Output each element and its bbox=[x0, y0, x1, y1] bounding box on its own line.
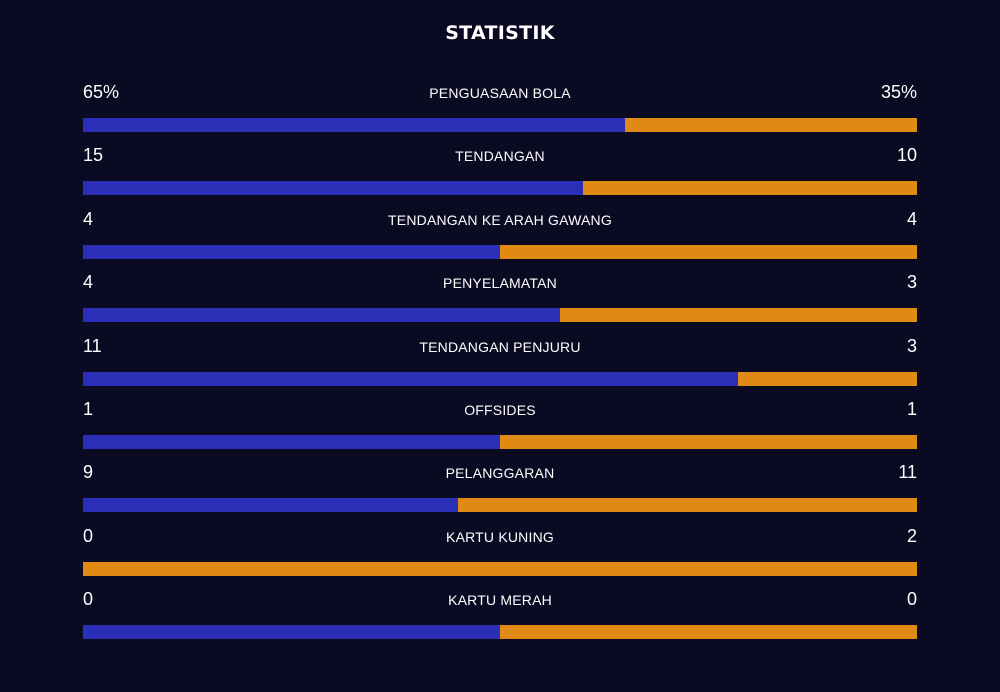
stat-label: TENDANGAN PENJURU bbox=[419, 338, 581, 355]
comparison-bar bbox=[83, 498, 917, 513]
away-bar-segment bbox=[458, 498, 917, 513]
stat-label: OFFSIDES bbox=[464, 401, 536, 418]
away-value: 35% bbox=[880, 82, 917, 102]
home-bar-segment bbox=[83, 181, 584, 196]
panel-title: STATISTIK bbox=[445, 22, 555, 44]
home-value: 4 bbox=[83, 272, 94, 293]
home-value: 0 bbox=[83, 589, 94, 610]
stat-row: 15 TENDANGAN 10 bbox=[83, 143, 917, 206]
away-bar-segment bbox=[500, 434, 917, 449]
stat-row: 0 KARTU KUNING 2 bbox=[83, 524, 917, 587]
stat-label: KARTU KUNING bbox=[446, 528, 554, 545]
stat-label: TENDANGAN bbox=[455, 148, 545, 165]
away-bar-segment bbox=[559, 308, 917, 323]
home-value: 4 bbox=[83, 208, 94, 229]
stat-labels: 11 TENDANGAN PENJURU 3 bbox=[83, 334, 917, 362]
stat-label: KARTU MERAH bbox=[448, 592, 552, 609]
comparison-bar bbox=[83, 371, 917, 386]
home-value: 9 bbox=[83, 462, 94, 483]
home-bar-segment bbox=[83, 371, 739, 386]
home-value: 15 bbox=[83, 145, 104, 166]
away-bar-segment bbox=[738, 371, 917, 386]
stat-labels: 65% PENGUASAAN BOLA 35% bbox=[83, 80, 917, 108]
stat-row: 0 KARTU MERAH 0 bbox=[83, 587, 917, 650]
stat-labels: 4 TENDANGAN KE ARAH GAWANG 4 bbox=[83, 207, 917, 235]
home-bar-segment bbox=[83, 434, 500, 449]
comparison-bar bbox=[83, 181, 917, 196]
home-bar-segment bbox=[83, 625, 500, 640]
away-value: 10 bbox=[896, 145, 917, 166]
stat-label: PENGUASAAN BOLA bbox=[429, 85, 571, 101]
stat-row: 65% PENGUASAAN BOLA 35% bbox=[83, 80, 917, 143]
home-bar-segment bbox=[83, 308, 560, 323]
home-value: 11 bbox=[83, 335, 102, 356]
stat-labels: 0 KARTU MERAH 0 bbox=[83, 587, 917, 615]
comparison-bar bbox=[83, 118, 917, 132]
stats-list: 65% PENGUASAAN BOLA 35% 15 TENDANGAN 10 4 TENDA… bbox=[83, 80, 917, 651]
stat-labels: 0 KARTU KUNING 2 bbox=[83, 524, 917, 552]
away-value: 2 bbox=[906, 525, 917, 546]
home-value: 65% bbox=[83, 82, 120, 102]
stat-row: 11 TENDANGAN PENJURU 3 bbox=[83, 334, 917, 397]
away-value: 11 bbox=[898, 462, 917, 483]
stat-labels: 4 PENYELAMATAN 3 bbox=[83, 270, 917, 298]
away-bar-segment bbox=[625, 118, 917, 132]
comparison-bar bbox=[83, 625, 917, 640]
away-value: 3 bbox=[906, 335, 917, 356]
stat-labels: 1 OFFSIDES 1 bbox=[83, 397, 917, 425]
away-value: 0 bbox=[906, 589, 917, 610]
away-value: 1 bbox=[906, 398, 917, 419]
stat-row: 4 PENYELAMATAN 3 bbox=[83, 270, 917, 333]
stat-labels: 9 PELANGGARAN 11 bbox=[83, 460, 917, 488]
home-bar-segment bbox=[83, 244, 500, 259]
comparison-bar bbox=[83, 561, 917, 576]
home-bar-segment bbox=[83, 118, 626, 132]
stat-label: PENYELAMATAN bbox=[443, 275, 557, 292]
stat-label: PELANGGARAN bbox=[445, 465, 555, 482]
home-bar-segment bbox=[83, 498, 459, 513]
away-bar-segment bbox=[583, 181, 917, 196]
comparison-bar bbox=[83, 244, 917, 259]
stat-row: 1 OFFSIDES 1 bbox=[83, 397, 917, 460]
stat-label: TENDANGAN KE ARAH GAWANG bbox=[388, 211, 612, 228]
home-value: 1 bbox=[83, 398, 94, 419]
away-bar-segment bbox=[500, 625, 917, 640]
stat-row: 4 TENDANGAN KE ARAH GAWANG 4 bbox=[83, 207, 917, 270]
stat-row: 9 PELANGGARAN 11 bbox=[83, 460, 917, 523]
home-value: 0 bbox=[83, 525, 94, 546]
away-bar-segment bbox=[83, 561, 917, 576]
stat-labels: 15 TENDANGAN 10 bbox=[83, 143, 917, 171]
away-value: 3 bbox=[906, 272, 917, 293]
away-value: 4 bbox=[906, 208, 917, 229]
comparison-bar bbox=[83, 434, 917, 449]
away-bar-segment bbox=[500, 244, 917, 259]
comparison-bar bbox=[83, 308, 917, 323]
